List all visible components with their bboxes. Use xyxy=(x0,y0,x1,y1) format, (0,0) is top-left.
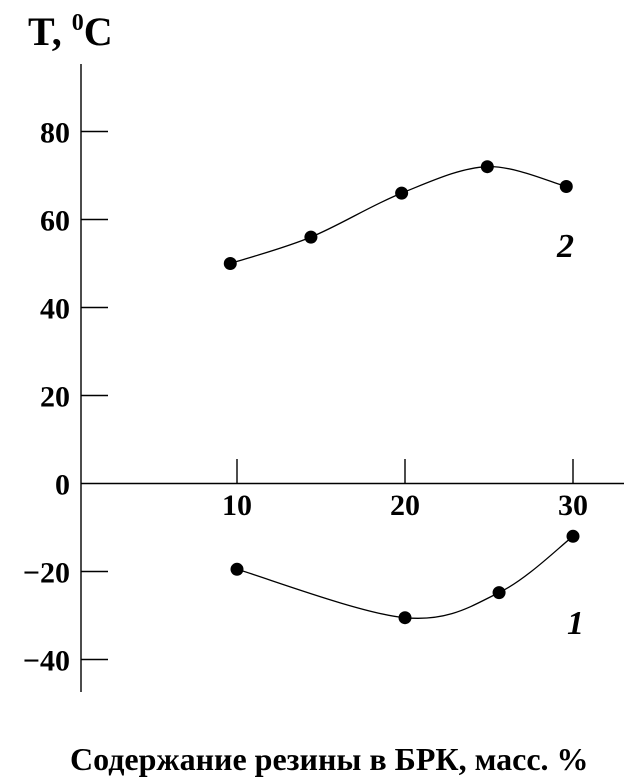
y-tick-label: 40 xyxy=(40,293,70,326)
y-tick-label: −20 xyxy=(23,557,70,590)
series-label-1: 1 xyxy=(567,605,584,642)
series-2-point xyxy=(304,230,318,244)
series-points xyxy=(223,160,580,625)
x-tick-label: 20 xyxy=(390,489,420,522)
series-label-2: 2 xyxy=(556,228,574,265)
x-axis-title: Содержание резины в БРК, масс. % xyxy=(70,741,589,777)
series-1-point xyxy=(230,562,244,576)
series-curves xyxy=(230,166,574,619)
y-axis-title-superscript: 0 xyxy=(72,10,84,36)
series-2-point xyxy=(480,160,494,174)
series-2-point xyxy=(559,180,573,193)
y-tick-label: 0 xyxy=(55,469,70,502)
y-axis-title-prefix: T, xyxy=(28,9,72,54)
series-1-line xyxy=(236,535,574,619)
series-2-point xyxy=(395,186,409,200)
series-1-point xyxy=(566,529,580,543)
series-2-point xyxy=(223,257,237,270)
series-1-point xyxy=(492,586,506,600)
y-tick-label: 80 xyxy=(40,117,70,150)
y-tick-label: 60 xyxy=(40,205,70,238)
y-ticks: 80 60 40 20 0 −20 −40 xyxy=(23,117,108,678)
y-axis-title-suffix: C xyxy=(84,9,113,54)
x-tick-label: 30 xyxy=(558,489,588,522)
y-tick-label: −40 xyxy=(23,645,70,678)
y-tick-label: 20 xyxy=(40,381,70,414)
x-ticks: 10 20 30 xyxy=(222,459,588,522)
series-2-line xyxy=(230,166,567,265)
x-tick-label: 10 xyxy=(222,489,252,522)
series-1-point xyxy=(398,611,412,625)
y-axis-title: T, 0C xyxy=(28,9,113,54)
